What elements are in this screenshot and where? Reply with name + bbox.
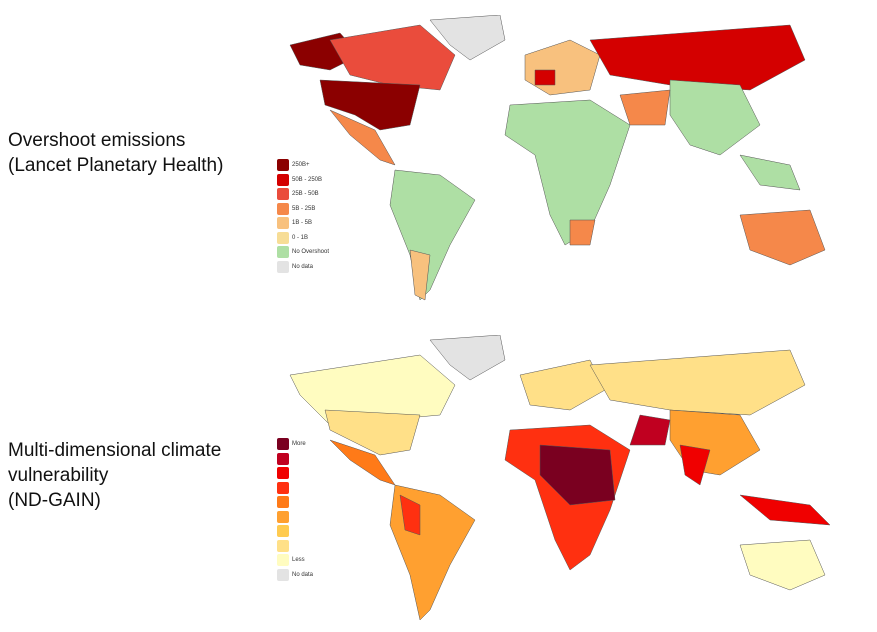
legend-item: No data <box>277 260 329 275</box>
legend-item <box>277 524 313 539</box>
legend-item: 50B - 250B <box>277 173 329 188</box>
legend-item <box>277 481 313 496</box>
legend-item: No Overshoot <box>277 245 329 260</box>
legend-item: 250B+ <box>277 158 329 173</box>
legend-item: 1B - 5B <box>277 216 329 231</box>
legend-item <box>277 495 313 510</box>
panel2-title: Multi-dimensional climate vulnerability … <box>8 440 222 511</box>
vulnerability-map <box>289 335 831 621</box>
panel1-title: Overshoot emissions (Lancet Planetary He… <box>8 130 224 176</box>
legend-item <box>277 510 313 525</box>
legend-item <box>277 466 313 481</box>
overshoot-map <box>289 15 826 301</box>
vulnerability-legend: More Less No data <box>277 437 313 582</box>
legend-item: 5B - 25B <box>277 202 329 217</box>
legend-item: No data <box>277 568 313 583</box>
overshoot-legend: 250B+ 50B - 250B 25B - 50B 5B - 25B 1B -… <box>277 158 329 274</box>
legend-item <box>277 452 313 467</box>
legend-item: More <box>277 437 313 452</box>
legend-item: 25B - 50B <box>277 187 329 202</box>
legend-item <box>277 539 313 554</box>
legend-item: 0 - 1B <box>277 231 329 246</box>
legend-item: Less <box>277 553 313 568</box>
